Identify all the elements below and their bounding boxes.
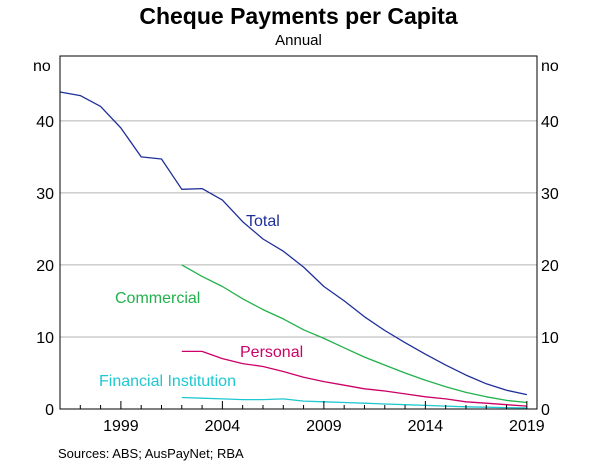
- y-tick-label-right: 20: [541, 258, 559, 275]
- y-tick-label-right: 40: [541, 114, 559, 131]
- x-tick-label: 2019: [509, 418, 545, 435]
- series-line-total: [59, 91, 528, 396]
- series-line-personal: [181, 350, 527, 407]
- y-tick-label-left: 20: [36, 258, 54, 275]
- x-tick-label: 2014: [408, 418, 444, 435]
- y-tick-label-right: 0: [541, 402, 550, 419]
- series-line-commercial: [181, 264, 527, 404]
- series-label-commercial: Commercial: [115, 290, 200, 307]
- series-label-financial-institution: Financial Institution: [99, 373, 236, 390]
- grid-lines: [60, 120, 537, 338]
- chart-subtitle: Annual: [275, 32, 322, 49]
- series-label-total: Total: [246, 213, 280, 230]
- x-tick-label: 2009: [306, 418, 342, 435]
- x-tick-label: 1999: [103, 418, 139, 435]
- series-line-financial-institution: [181, 396, 527, 409]
- x-tick-label: 2004: [205, 418, 241, 435]
- chart-title: Cheque Payments per Capita: [139, 3, 458, 29]
- series-lines: [59, 91, 528, 409]
- y-tick-label-left: 30: [36, 186, 54, 203]
- y-tick-label-right: 10: [541, 330, 559, 347]
- y-tick-label-left: 0: [45, 402, 54, 419]
- axis-ticks: 0 0 10 10 20 20 30 30 40 40 1999 2004 2009 2014 2019: [36, 114, 559, 435]
- y-tick-label-left: 40: [36, 114, 54, 131]
- y-unit-left: no: [33, 58, 51, 75]
- y-tick-label-right: 30: [541, 186, 559, 203]
- y-tick-label-left: 10: [36, 330, 54, 347]
- series-label-personal: Personal: [240, 344, 303, 361]
- plot-frame: [59, 55, 538, 410]
- chart-source: Sources: ABS; AusPayNet; RBA: [58, 446, 244, 461]
- y-unit-right: no: [541, 58, 559, 75]
